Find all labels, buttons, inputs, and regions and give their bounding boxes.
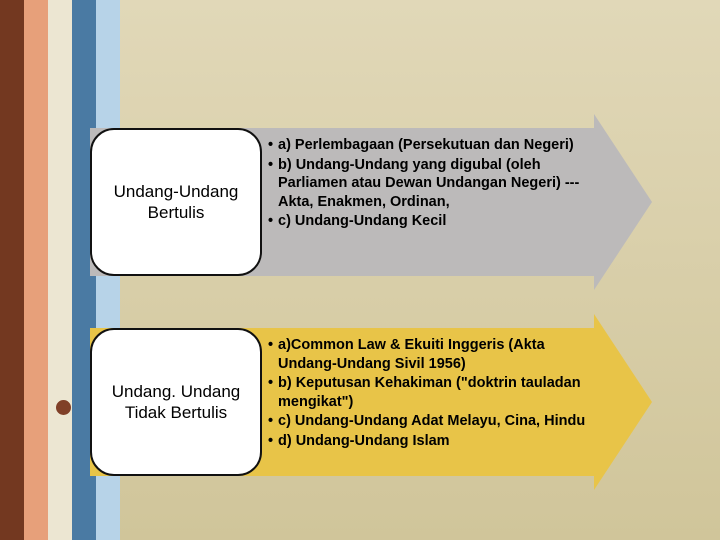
label-text-1: Undang-Undang Bertulis xyxy=(98,181,254,224)
bullets-1: a) Perlembagaan (Persekutuan dan Negeri)… xyxy=(268,136,598,232)
arrow-head-1 xyxy=(594,114,652,290)
label-text-2: Undang. Undang Tidak Bertulis xyxy=(98,381,254,424)
content-area: Undang-Undang Bertulis a) Perlembagaan (… xyxy=(0,0,720,540)
list-item: a) Perlembagaan (Persekutuan dan Negeri) xyxy=(268,136,598,155)
label-card-2: Undang. Undang Tidak Bertulis xyxy=(90,328,262,476)
bullets-2: a)Common Law & Ekuiti Inggeris (Akta Und… xyxy=(268,336,598,451)
list-item: a)Common Law & Ekuiti Inggeris (Akta Und… xyxy=(268,336,598,373)
arrow-block-2: Undang. Undang Tidak Bertulis a)Common L… xyxy=(90,320,650,485)
list-item: d) Undang-Undang Islam xyxy=(268,432,598,451)
list-item: b) Keputusan Kehakiman ("doktrin taulada… xyxy=(268,374,598,411)
label-card-1: Undang-Undang Bertulis xyxy=(90,128,262,276)
list-item: b) Undang-Undang yang digubal (oleh Parl… xyxy=(268,156,598,212)
accent-dot xyxy=(56,400,71,415)
arrow-head-2 xyxy=(594,314,652,490)
list-item: c) Undang-Undang Adat Melayu, Cina, Hind… xyxy=(268,412,598,431)
list-item: c) Undang-Undang Kecil xyxy=(268,212,598,231)
arrow-block-1: Undang-Undang Bertulis a) Perlembagaan (… xyxy=(90,120,650,285)
